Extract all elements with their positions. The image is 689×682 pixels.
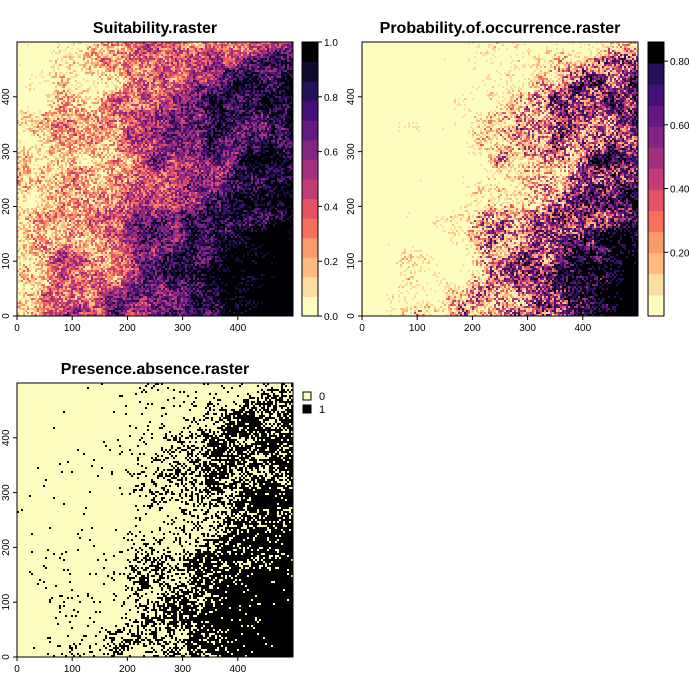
- plot-frame: [16, 382, 294, 658]
- colorbar-segment: [302, 198, 318, 219]
- legend-swatch: [302, 404, 312, 414]
- x-tick-label: 0: [14, 664, 20, 675]
- colorbar-segment: [648, 84, 664, 106]
- colorbar-segment: [302, 296, 318, 317]
- colorbar-legend: 0.20 0.40 0.60 0.80: [647, 41, 689, 317]
- colorbar-legend: 0.0 0.2 0.4 0.6 0.8 1.0: [301, 38, 338, 323]
- plot-frame: [16, 41, 294, 317]
- x-tick-label: 100: [409, 323, 426, 334]
- y-tick-label: 200: [346, 198, 357, 215]
- x-axis: 0 100 200 300 400: [14, 316, 247, 334]
- colorbar-segment: [648, 168, 664, 191]
- x-tick-label: 100: [64, 323, 81, 334]
- colorbar-segment: [648, 273, 664, 296]
- legend-swatch: [302, 391, 312, 401]
- colorbar-segment: [302, 81, 318, 102]
- colorbar-tick-label: 0.80: [670, 57, 689, 68]
- y-axis: 0 100 200 300 400: [346, 88, 362, 319]
- colorbar-tick-label: 0.2: [324, 257, 338, 268]
- colorbar-segment: [302, 218, 318, 239]
- x-tick-label: 200: [119, 323, 136, 334]
- colorbar-tick-label: 0.60: [670, 121, 689, 132]
- colorbar-segment: [648, 210, 664, 233]
- colorbar-segment: [648, 252, 664, 275]
- y-tick-label: 0: [1, 313, 12, 319]
- y-tick-label: 100: [1, 593, 12, 610]
- colorbar-segment: [302, 276, 318, 297]
- colorbar-segment: [648, 126, 664, 148]
- colorbar-tick-label: 0.4: [324, 202, 338, 213]
- colorbar-segment: [302, 257, 318, 278]
- x-axis: 0 100 200 300 400: [14, 657, 247, 675]
- colorbar-tick-label: 0.6: [324, 148, 338, 159]
- x-tick-label: 0: [359, 323, 365, 334]
- categorical-legend: 01: [302, 391, 325, 416]
- y-tick-label: 400: [346, 88, 357, 105]
- legend-label: 0: [319, 391, 325, 403]
- y-axis: 0 100 200 300 400: [1, 88, 17, 319]
- x-axis: 0 100 200 300 400: [359, 316, 592, 334]
- x-tick-label: 400: [229, 664, 246, 675]
- x-tick-label: 200: [119, 664, 136, 675]
- colorbar-segment: [302, 139, 318, 160]
- colorbar-tick-label: 0.0: [324, 312, 338, 323]
- colorbar-segment: [302, 100, 318, 121]
- panel-2: 0 100 200 300 400 0 100 200 300 400 Probability.of…: [346, 20, 689, 334]
- x-tick-label: 300: [519, 323, 536, 334]
- legend-label: 1: [319, 404, 325, 416]
- suitability-raster: [17, 42, 293, 316]
- panel-title: Presence.absence.raster: [61, 361, 250, 378]
- colorbar-segment: [302, 120, 318, 141]
- colorbar-segment: [302, 237, 318, 258]
- x-tick-label: 100: [64, 664, 81, 675]
- y-tick-label: 300: [1, 484, 12, 501]
- panel-1: 0 100 200 300 400 0 100 200 300 400 Suitability.ra…: [1, 20, 338, 334]
- y-tick-label: 300: [1, 143, 12, 160]
- colorbar-segment: [648, 147, 664, 169]
- colorbar-frame: [647, 41, 665, 317]
- plot-frame: [361, 41, 639, 317]
- y-tick-label: 0: [346, 313, 357, 319]
- y-tick-label: 100: [1, 252, 12, 269]
- y-tick-label: 0: [1, 654, 12, 660]
- colorbar-tick-label: 0.8: [324, 93, 338, 104]
- colorbar-segment: [302, 61, 318, 82]
- panel-3: 010 100 200 300 4000100200300400Presence.abs…: [1, 361, 325, 675]
- colorbar-tick-label: 1.0: [324, 38, 338, 49]
- y-tick-label: 200: [1, 539, 12, 556]
- x-tick-label: 400: [229, 323, 246, 334]
- colorbar-segment: [648, 189, 664, 212]
- colorbar-segment: [302, 42, 318, 63]
- colorbar-segment: [648, 42, 664, 64]
- panels: 0 100 200 300 4000100200300400Suitability.ra…: [1, 20, 689, 675]
- colorbar-frame: [301, 41, 319, 317]
- y-tick-label: 300: [346, 143, 357, 160]
- x-tick-label: 0: [14, 323, 20, 334]
- colorbar-segment: [648, 231, 664, 254]
- x-tick-label: 400: [574, 323, 591, 334]
- colorbar-segment: [648, 294, 664, 317]
- panel-title: Probability.of.occurrence.raster: [380, 20, 621, 37]
- x-tick-label: 300: [174, 664, 191, 675]
- colorbar-tick-label: 0.20: [670, 248, 689, 259]
- colorbar-segment: [302, 159, 318, 180]
- y-tick-label: 100: [346, 252, 357, 269]
- y-tick-label: 400: [1, 88, 12, 105]
- colorbar-segment: [302, 179, 318, 200]
- colorbar-segment: [648, 63, 664, 85]
- presence-absence-raster: [17, 383, 293, 657]
- panel-title: Suitability.raster: [93, 20, 217, 37]
- y-tick-label: 200: [1, 198, 12, 215]
- y-tick-label: 400: [1, 429, 12, 446]
- probability-raster: [362, 42, 638, 316]
- x-tick-label: 300: [174, 323, 191, 334]
- x-tick-label: 200: [464, 323, 481, 334]
- y-axis: 0 100 200 300 400: [1, 429, 17, 660]
- colorbar-segment: [648, 105, 664, 127]
- colorbar-tick-label: 0.40: [670, 185, 689, 196]
